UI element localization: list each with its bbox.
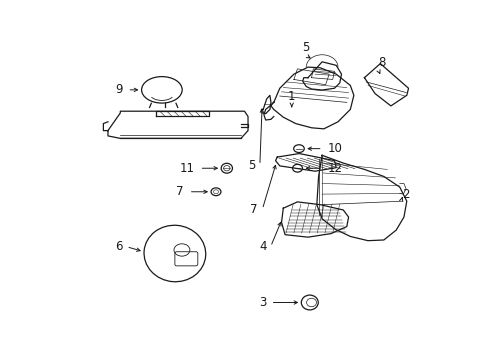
Text: 11: 11 [179,162,194,175]
Text: 2: 2 [401,188,408,201]
Text: 1: 1 [287,90,295,103]
Text: 5: 5 [302,41,309,54]
Text: 6: 6 [115,240,122,253]
Text: 9: 9 [115,84,122,96]
Text: 5: 5 [248,159,255,172]
Text: 4: 4 [259,240,266,253]
Text: 10: 10 [327,142,342,155]
Text: 8: 8 [378,56,385,69]
Text: 3: 3 [259,296,266,309]
Text: 12: 12 [327,162,342,175]
Text: 7: 7 [249,203,257,216]
Text: 7: 7 [176,185,183,198]
